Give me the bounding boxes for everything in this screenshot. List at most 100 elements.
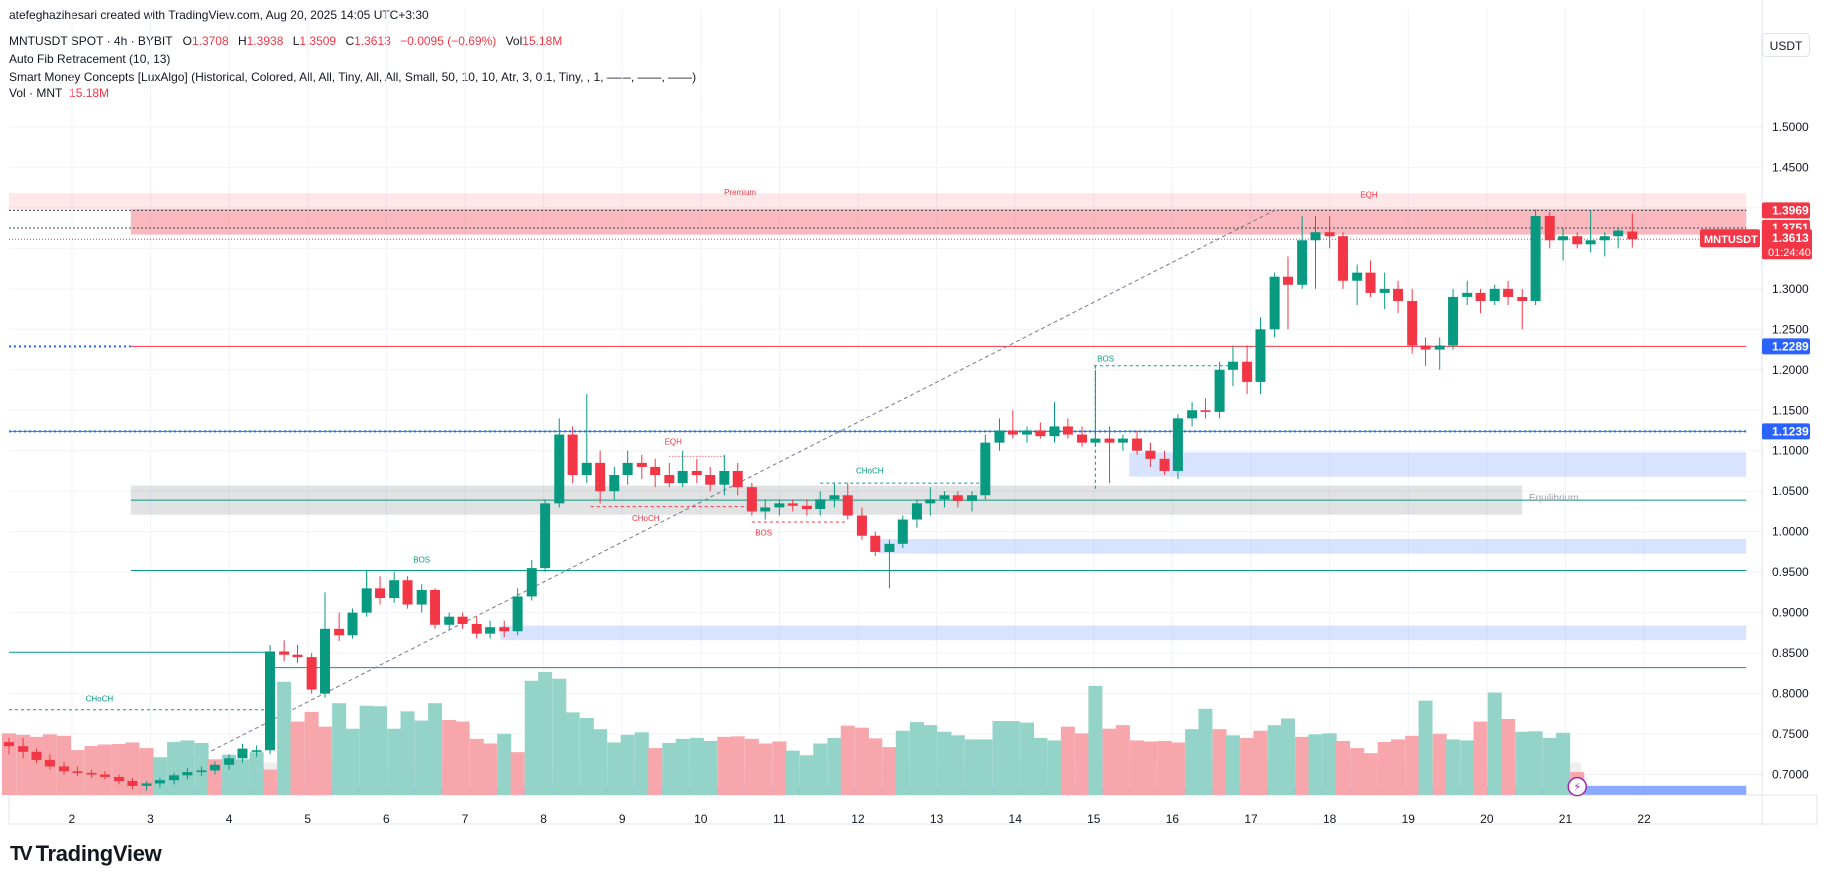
volume-bar [813, 743, 828, 795]
volume-bar [909, 722, 924, 795]
price-axis-label: 1.3969 [1772, 203, 1809, 217]
candle-body [829, 495, 840, 500]
candle-body [1434, 345, 1445, 350]
price-tick-label: 0.9000 [1772, 606, 1809, 620]
volume-bar [1501, 719, 1516, 795]
candle-body [1145, 450, 1156, 459]
volume-bar [854, 727, 869, 795]
candle-body [1242, 361, 1253, 382]
price-tick-label: 1.5000 [1772, 120, 1809, 134]
candle-body [99, 774, 110, 777]
candle-body [1104, 438, 1115, 443]
candle-body [1489, 288, 1500, 301]
tradingview-logo[interactable]: TV TradingView [10, 841, 162, 867]
volume-bar [1019, 722, 1034, 795]
volume-bar [1363, 753, 1378, 795]
candle-body [526, 568, 537, 597]
candle-body [1503, 288, 1514, 297]
candle-body [554, 434, 565, 504]
candle-body [856, 515, 867, 536]
volume-bar [827, 737, 842, 795]
volume-bar [1115, 725, 1130, 795]
price-axis-label: 1.2289 [1772, 339, 1809, 353]
candle-body [1269, 276, 1280, 330]
candle-body [567, 434, 578, 476]
volume-bar [1212, 729, 1227, 795]
candle-body [389, 580, 400, 599]
candle-body [375, 588, 386, 599]
volume-bar [689, 737, 704, 795]
candle-body [719, 470, 730, 485]
candle-body [884, 543, 895, 552]
candle-body [59, 766, 70, 772]
time-tick-label: 9 [619, 812, 626, 826]
tradingview-logo-icon: TV [10, 842, 32, 865]
candle-body [457, 616, 468, 624]
candle-body [31, 751, 42, 760]
volume-bar [964, 739, 979, 795]
volume-bar [579, 717, 594, 795]
candle-body [18, 746, 29, 752]
volume-bar [469, 738, 484, 795]
volume-bar [180, 740, 195, 795]
candle-body [691, 470, 702, 476]
candle-body [1021, 430, 1032, 435]
volume-bar [675, 738, 690, 795]
volume-bar [414, 720, 429, 795]
volume-bar [442, 720, 457, 795]
volume-bar [840, 725, 855, 795]
indicator-fib-legend[interactable]: Auto Fib Retracement (10, 13) [9, 52, 171, 66]
symbol-name[interactable]: MNTUSDT SPOT · 4h · BYBIT [9, 34, 173, 48]
candle-body [787, 503, 798, 506]
time-tick-label: 22 [1637, 812, 1651, 826]
volume-bar [758, 743, 773, 795]
candle-body [746, 487, 757, 512]
volume-bar [992, 721, 1007, 795]
volume-legend[interactable]: Vol · MNT 15.18M [9, 85, 109, 101]
volume-bar [868, 738, 883, 795]
volume-bar [235, 759, 250, 795]
volume-bar [1170, 742, 1185, 795]
volume-bar [1446, 739, 1461, 795]
price-axis-label-bg [1762, 202, 1810, 219]
volume-bar [1267, 725, 1282, 795]
volume-bar [744, 738, 759, 795]
vol-value: 15.18M [522, 34, 563, 48]
candle-body [1475, 292, 1486, 301]
candle-body [1324, 232, 1335, 237]
currency-button[interactable]: USDT [1762, 33, 1810, 57]
candle-body [182, 772, 193, 776]
candle-body [774, 503, 785, 508]
candle-body [870, 535, 881, 552]
time-tick-label: 3 [147, 812, 154, 826]
candle-body [801, 505, 812, 510]
indicator-smc-legend[interactable]: Smart Money Concepts [LuxAlgo] (Historic… [9, 70, 697, 84]
price-tick-label: 0.9500 [1772, 565, 1809, 579]
tradingview-logo-text: TradingView [35, 841, 162, 866]
candle-body [1420, 345, 1431, 350]
candle-body [650, 466, 661, 476]
premium-zone-top [9, 193, 1747, 210]
volume-bar [1556, 732, 1571, 795]
time-tick-label: 4 [226, 812, 233, 826]
volume-bar [373, 706, 388, 795]
candle-body [154, 780, 165, 784]
candle-body [966, 495, 977, 501]
volume-bar [785, 750, 800, 795]
volume-bar [662, 742, 677, 795]
candle-body [1077, 434, 1088, 443]
volume-bar [607, 742, 622, 795]
volume-bar [304, 711, 319, 795]
candle-body [430, 589, 441, 625]
candle-body [114, 776, 125, 781]
lightning-icon [1567, 776, 1588, 797]
candle-body [141, 783, 152, 786]
candle-body [994, 430, 1005, 443]
order-block-zone [500, 625, 1747, 641]
price-axis-label-bg [1762, 338, 1810, 355]
volume-bar [565, 712, 580, 795]
volume-bar [2, 733, 16, 795]
volume-bar [345, 728, 360, 795]
price-tick-label: 0.8500 [1772, 646, 1809, 660]
